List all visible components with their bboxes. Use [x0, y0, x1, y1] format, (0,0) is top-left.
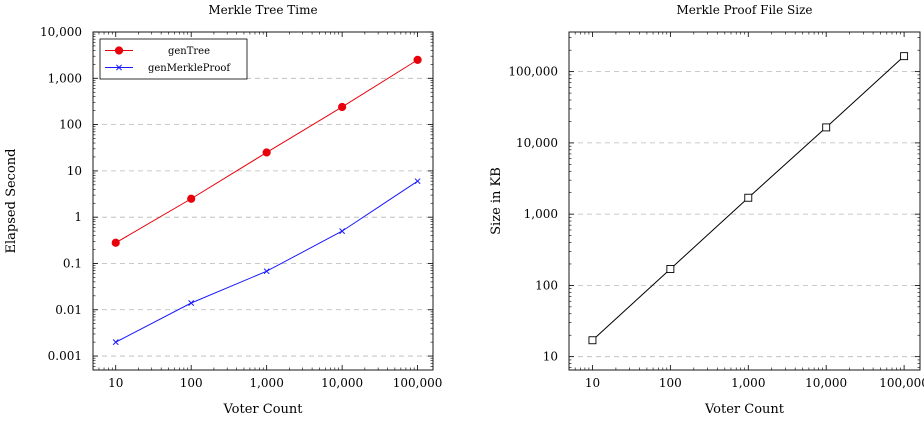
y-tick-label: 1,000 [524, 207, 558, 221]
x-tick-label: 100 [180, 376, 203, 390]
x-axis-label: Voter Count [222, 402, 303, 417]
series-genmerkleproof [112, 178, 421, 346]
legend: genTree genMerkleProof [99, 38, 248, 80]
data-point [339, 228, 346, 235]
y-tick-label: 100 [59, 118, 82, 132]
legend-marker [116, 64, 122, 71]
y-tick-label: 0.001 [48, 349, 82, 363]
y-tick-label: 1,000 [48, 71, 82, 85]
y-axis-label: Elapsed Second [4, 149, 19, 254]
y-tick-label: 10,000 [40, 25, 82, 39]
y-tick-label: 10,000 [516, 136, 558, 150]
x-tick-label: 100,000 [879, 376, 924, 390]
plot-frame [92, 31, 434, 371]
data-point [188, 300, 195, 306]
chart-title: Merkle Proof File Size [676, 3, 812, 17]
legend-label: genTree [168, 46, 210, 57]
marker-stroke [112, 339, 119, 346]
data-point [822, 123, 831, 132]
marker-stroke [263, 268, 270, 275]
chart-merkle-proof-file-size: 10 100 1,000 10,000 100,000 10 100 1,000 10,000 1… [489, 3, 924, 417]
chart-title: Merkle Tree Time [208, 3, 317, 17]
data-point [744, 193, 753, 202]
legend-box [99, 38, 248, 80]
plot-frame [568, 31, 921, 371]
legend-item: genTree [105, 46, 210, 57]
y-axis-label: Size in KB [489, 167, 504, 235]
legend-label: genMerkleProof [148, 63, 231, 74]
y-tick-label: 100,000 [508, 65, 558, 79]
y-tick-label: 1 [74, 210, 82, 224]
data-point [414, 178, 421, 185]
marker-stroke [116, 64, 122, 71]
data-point [666, 265, 675, 273]
data-point [263, 268, 270, 275]
legend-item: genMerkleProof [105, 63, 231, 74]
marker-stroke [188, 300, 195, 306]
x-tick-label: 100 [659, 376, 682, 390]
y-tick-label: 0.1 [63, 256, 82, 270]
data-point [111, 238, 120, 247]
x-tick-label: 10 [108, 376, 123, 390]
legend-marker [114, 46, 124, 55]
x-tick-label: 1,000 [249, 376, 283, 390]
marker-stroke [414, 178, 421, 185]
series-file-size [588, 52, 909, 345]
x-tick-label: 10 [585, 376, 600, 390]
x-tick-label: 10,000 [321, 376, 363, 390]
marker-stroke [339, 228, 346, 235]
chart-merkle-tree-time: 0.001 0.01 0.1 1 10 100 1,000 10,000 10 100 1,000 1… [4, 3, 442, 417]
y-tick-label: 10 [67, 164, 82, 178]
data-point [413, 55, 422, 64]
data-point [588, 336, 597, 345]
data-point [187, 194, 196, 203]
x-tick-label: 10,000 [805, 376, 847, 390]
series-line [115, 180, 418, 343]
x-tick-label: 1,000 [731, 376, 765, 390]
x-axis-label: Voter Count [704, 402, 785, 417]
data-point [112, 339, 119, 346]
y-tick-label: 100 [535, 278, 558, 292]
data-point [338, 102, 347, 112]
data-point [262, 148, 271, 157]
y-tick-label: 10 [543, 350, 558, 364]
y-tick-label: 0.01 [55, 303, 82, 317]
x-tick-label: 100,000 [393, 376, 443, 390]
data-point [900, 52, 909, 61]
series-gentree [111, 55, 422, 247]
